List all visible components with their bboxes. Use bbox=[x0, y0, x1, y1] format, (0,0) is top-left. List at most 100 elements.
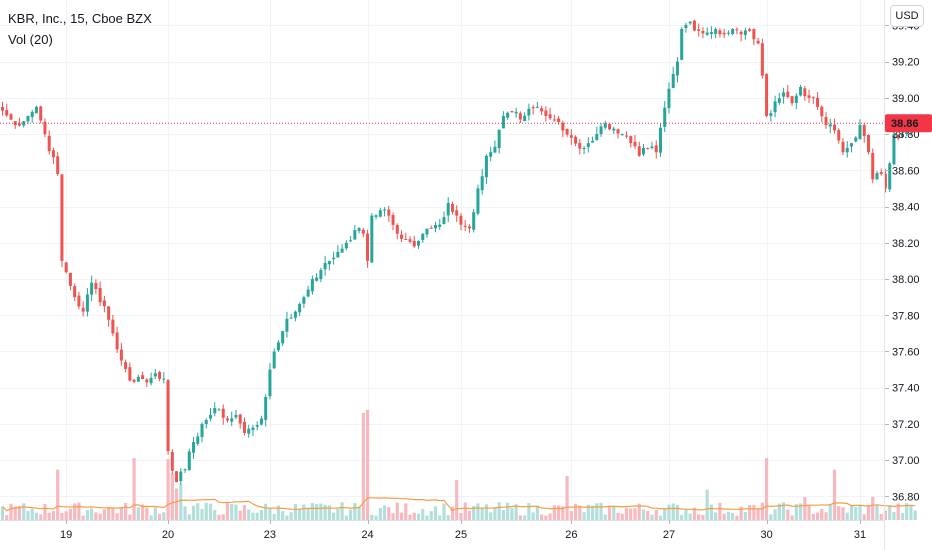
candle-body bbox=[463, 225, 467, 227]
candle-body bbox=[366, 233, 370, 261]
time-axis[interactable]: 19 20 23 24 25 26 27 30 31 bbox=[60, 520, 866, 541]
volume-bar bbox=[459, 512, 463, 520]
candle-up bbox=[514, 107, 518, 118]
candle-body bbox=[349, 240, 353, 242]
candle-body bbox=[433, 225, 437, 229]
candle-down bbox=[68, 272, 72, 291]
candle-body bbox=[883, 173, 887, 189]
candle-body bbox=[697, 29, 701, 31]
volume-bar bbox=[81, 515, 85, 520]
volume-bar bbox=[153, 507, 157, 520]
volume-bar bbox=[726, 511, 730, 520]
candle-body bbox=[259, 418, 263, 425]
volume-bar bbox=[637, 503, 641, 520]
volume-ma-line bbox=[2, 497, 916, 512]
volume-bar bbox=[756, 508, 760, 520]
candle-body bbox=[799, 86, 803, 96]
candle-body bbox=[790, 96, 794, 104]
volume-bar bbox=[675, 504, 680, 520]
candle-down bbox=[786, 85, 790, 99]
candle-up bbox=[714, 27, 718, 39]
volume-bar bbox=[845, 512, 849, 520]
volume-bar bbox=[607, 505, 612, 520]
candle-body bbox=[374, 215, 378, 217]
volume-bar bbox=[731, 512, 735, 520]
candle-body bbox=[200, 423, 204, 438]
candle-body bbox=[323, 262, 327, 270]
candle-body bbox=[310, 279, 314, 292]
volume-bar bbox=[497, 502, 501, 520]
volume-bar bbox=[149, 515, 153, 520]
currency-button[interactable]: USD bbox=[890, 5, 924, 27]
candle-body bbox=[298, 303, 302, 313]
time-axis-label: 19 bbox=[60, 529, 72, 541]
price-axis-label: 38.60 bbox=[892, 165, 920, 177]
candle-body bbox=[175, 471, 179, 482]
volume-bar bbox=[709, 504, 714, 520]
time-axis-label: 27 bbox=[663, 529, 675, 541]
price-axis[interactable]: 36.80 37.00 37.20 37.40 37.60 37.80 38.00 38.20… bbox=[885, 20, 920, 503]
volume-bar bbox=[854, 506, 858, 520]
candle-body bbox=[404, 238, 408, 240]
candle-down bbox=[51, 147, 55, 164]
candle-body bbox=[43, 121, 47, 135]
volume-bar bbox=[145, 507, 149, 520]
candle-up bbox=[603, 120, 607, 130]
candle-body bbox=[56, 156, 60, 174]
candle-body bbox=[361, 229, 365, 234]
volume-bar bbox=[569, 511, 573, 520]
candle-up bbox=[684, 22, 688, 33]
candle-body bbox=[149, 377, 153, 384]
candle-down bbox=[811, 96, 815, 105]
volume-bar bbox=[374, 515, 378, 520]
candle-up bbox=[374, 214, 378, 220]
candle-up bbox=[472, 208, 476, 233]
last-price-label: 38.86 bbox=[891, 118, 919, 130]
candle-up bbox=[782, 87, 786, 104]
candle-up bbox=[612, 126, 616, 135]
candle-down bbox=[820, 105, 824, 123]
volume-bar bbox=[748, 504, 752, 520]
candle-body bbox=[85, 294, 89, 312]
volume-bar bbox=[743, 512, 747, 520]
volume-bar bbox=[786, 509, 790, 520]
volume-bar bbox=[22, 503, 26, 520]
candle-up bbox=[480, 169, 484, 195]
candle-down bbox=[13, 120, 17, 129]
volume-bar bbox=[310, 503, 314, 520]
volume-bar bbox=[467, 510, 472, 520]
volume-bar bbox=[858, 505, 862, 520]
candle-down bbox=[718, 28, 722, 38]
candle-body bbox=[81, 307, 85, 312]
candle-up bbox=[153, 368, 157, 380]
candle-body bbox=[633, 141, 637, 147]
volume-indicator-label[interactable]: Vol (20) bbox=[8, 32, 53, 47]
candle-down bbox=[77, 291, 81, 310]
price-axis-label: 37.40 bbox=[892, 383, 920, 395]
candle-up bbox=[353, 224, 357, 240]
candle-down bbox=[807, 89, 811, 104]
candle-body bbox=[238, 414, 242, 424]
symbol-title[interactable]: KBR, Inc., 15, Cboe BZX bbox=[8, 11, 152, 26]
volume-bar bbox=[905, 503, 909, 520]
candle-up bbox=[777, 92, 781, 105]
volume-bar bbox=[289, 512, 293, 520]
candle-body bbox=[332, 257, 336, 260]
volume-bar bbox=[382, 505, 387, 520]
volume-bar bbox=[39, 514, 43, 520]
candle-down bbox=[128, 362, 132, 382]
volume-bar bbox=[357, 506, 361, 520]
volume-bar bbox=[68, 508, 73, 520]
volume-bar bbox=[17, 505, 22, 520]
candle-down bbox=[400, 230, 404, 242]
volume-bar bbox=[849, 505, 854, 520]
candle-down bbox=[39, 105, 43, 124]
volume-bar bbox=[124, 502, 128, 520]
volume-bar bbox=[688, 513, 692, 520]
candle-up bbox=[357, 227, 361, 234]
candle-body bbox=[782, 92, 786, 97]
candle-body bbox=[472, 212, 476, 230]
candle-body bbox=[68, 272, 72, 286]
volume-bar bbox=[179, 484, 183, 520]
